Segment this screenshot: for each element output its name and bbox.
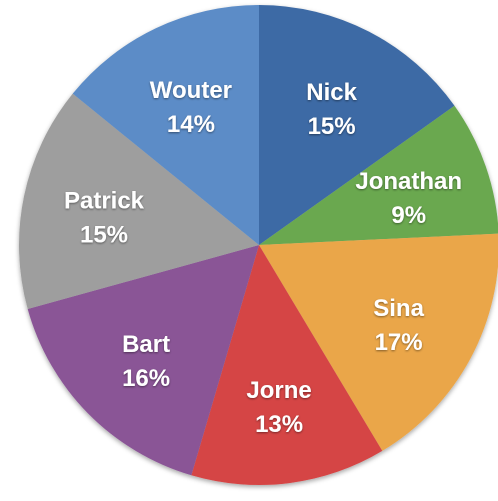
- slice-name-label: Bart: [122, 331, 170, 358]
- pie-slice-nick: [259, 5, 455, 245]
- slice-name-label: Jorne: [246, 377, 311, 404]
- slice-percent-label: 9%: [391, 202, 426, 229]
- pie-slice-jonathan: [259, 105, 498, 245]
- pie-slice-wouter: [72, 5, 259, 245]
- slice-name-label: Patrick: [64, 188, 145, 215]
- slice-name-label: Jonathan: [355, 168, 462, 195]
- pie-labels: Nick 15% Jonathan 9% Sina 17% Jorne 13% Bart 16% P…: [64, 77, 462, 438]
- pie-slice-sina: [259, 233, 498, 451]
- pie-slice-bart: [27, 245, 260, 476]
- slice-percent-label: 15%: [80, 222, 128, 249]
- slice-percent-label: 16%: [122, 365, 170, 392]
- slice-percent-label: 17%: [375, 329, 423, 356]
- pie-slice-patrick: [19, 93, 259, 309]
- pie-slice-jorne: [191, 245, 383, 486]
- slice-percent-label: 13%: [255, 411, 303, 438]
- slice-percent-label: 14%: [167, 111, 215, 138]
- slice-name-label: Wouter: [150, 77, 232, 104]
- slice-name-label: Sina: [373, 295, 424, 322]
- slice-percent-label: 15%: [308, 113, 356, 140]
- slice-name-label: Nick: [306, 79, 357, 106]
- pie-slices: [19, 5, 498, 486]
